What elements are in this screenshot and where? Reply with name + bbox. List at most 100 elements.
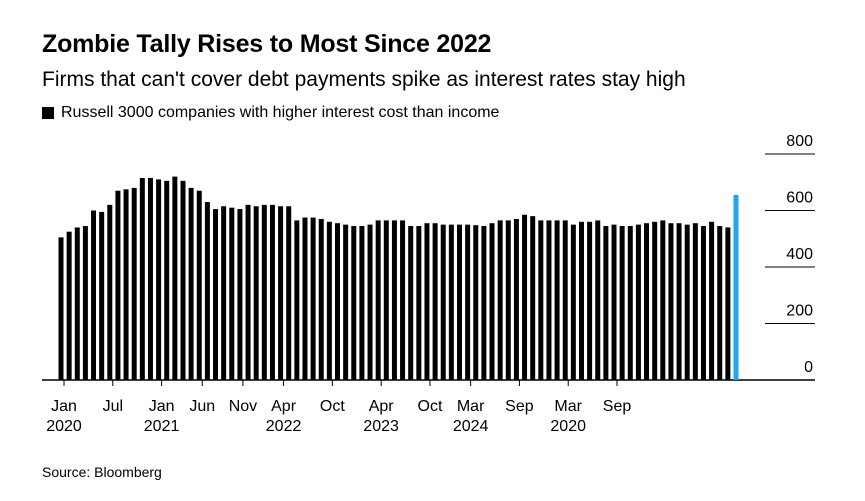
bar	[587, 221, 593, 380]
bar	[465, 224, 471, 381]
chart-title: Zombie Tally Rises to Most Since 2022	[42, 30, 492, 58]
chart-subtitle: Firms that can't cover debt payments spi…	[42, 68, 686, 91]
y-tick-label: 200	[786, 303, 813, 320]
bar	[237, 209, 243, 380]
bar	[310, 217, 316, 380]
bar	[66, 231, 72, 380]
bar	[652, 221, 658, 380]
x-tick-label: Sep	[505, 398, 534, 415]
x-tick-label: Apr	[369, 398, 395, 415]
bar	[700, 226, 706, 380]
legend-swatch	[42, 107, 54, 119]
bar	[253, 206, 259, 380]
y-tick-label: 0	[804, 359, 813, 376]
bar	[335, 223, 341, 380]
x-tick-label: Apr	[271, 398, 297, 415]
bar	[570, 224, 576, 381]
x-tick-year-label: 2020	[46, 418, 82, 435]
x-axis-ticks: Jan 2020 Jul Jan 2021 Jun Nov Apr 2022 Oct Apr 2023…	[46, 380, 631, 435]
bar	[530, 216, 536, 380]
bar	[367, 224, 373, 381]
bar	[269, 204, 275, 380]
bar	[278, 206, 284, 380]
bar	[424, 223, 430, 380]
y-tick-label: 800	[786, 133, 813, 150]
bar	[391, 220, 397, 380]
bar	[635, 224, 641, 381]
bar	[156, 179, 162, 380]
bar	[513, 218, 519, 380]
bar	[627, 226, 633, 380]
bar	[375, 220, 381, 380]
bar	[416, 226, 422, 380]
x-tick-year-label: 2021	[144, 418, 180, 435]
x-tick-label: Sep	[603, 398, 632, 415]
bar	[676, 223, 682, 380]
bar	[546, 220, 552, 380]
x-tick-label: Oct	[320, 398, 345, 415]
source-note: Source: Bloomberg	[42, 464, 162, 480]
bar	[302, 217, 308, 380]
bar	[505, 220, 511, 380]
x-tick-label: Jan	[51, 398, 77, 415]
bar	[489, 223, 495, 380]
bar	[82, 226, 88, 380]
bar-latest	[733, 194, 739, 380]
bar	[717, 226, 723, 380]
bar	[261, 204, 267, 380]
bar	[408, 226, 414, 380]
bar	[326, 221, 332, 380]
x-tick-label: Jul	[103, 398, 123, 415]
bar	[294, 220, 300, 380]
bar	[383, 220, 389, 380]
bar	[432, 223, 438, 380]
bar	[74, 227, 80, 380]
bar	[709, 221, 715, 380]
bar	[668, 223, 674, 380]
bar	[91, 210, 97, 380]
bar	[684, 224, 690, 381]
bar	[343, 224, 349, 381]
bar	[213, 209, 219, 380]
bar	[107, 204, 113, 380]
bar	[400, 220, 406, 380]
bar	[221, 206, 227, 380]
bar	[58, 237, 64, 380]
bar	[164, 180, 170, 380]
bar	[595, 220, 601, 380]
bar	[245, 204, 251, 380]
x-tick-year-label: 2024	[453, 418, 489, 435]
bar	[497, 220, 503, 380]
x-tick-year-label: 2022	[266, 418, 302, 435]
x-tick-label: Jan	[149, 398, 175, 415]
bar	[196, 190, 202, 380]
bar	[123, 189, 129, 380]
x-tick-label: Nov	[229, 398, 257, 415]
bar	[448, 224, 454, 381]
bar	[456, 224, 462, 381]
bar	[188, 187, 194, 380]
x-tick-label: Mar	[554, 398, 582, 415]
bar	[359, 226, 365, 380]
bar	[603, 226, 609, 380]
x-tick-year-label: 2020	[550, 418, 586, 435]
legend-label: Russell 3000 companies with higher inter…	[61, 104, 500, 121]
bar	[204, 202, 210, 380]
bar	[131, 187, 137, 380]
bar	[115, 190, 121, 380]
bar	[522, 214, 528, 380]
bars	[58, 176, 739, 381]
bar	[99, 211, 105, 380]
bar	[538, 220, 544, 380]
bar	[644, 223, 650, 380]
bar	[619, 226, 625, 380]
bar	[139, 178, 145, 380]
x-tick-label: Oct	[418, 398, 443, 415]
x-tick-label: Jun	[189, 398, 215, 415]
bar	[473, 225, 479, 380]
bar	[481, 226, 487, 380]
bar	[440, 224, 446, 381]
bar	[172, 176, 178, 380]
bar	[660, 220, 666, 380]
